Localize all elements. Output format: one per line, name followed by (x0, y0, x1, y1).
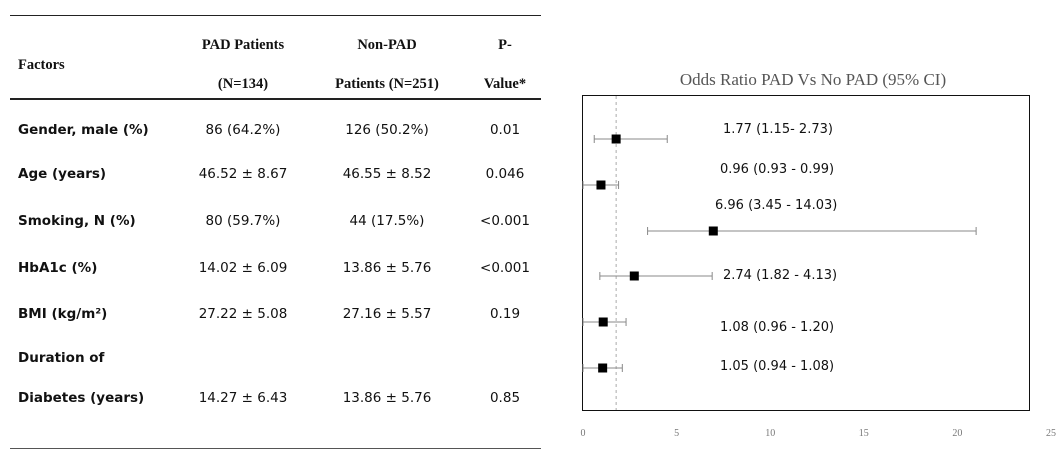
row-pad-bmi: 27.22 ± 5.08 (198, 306, 288, 322)
row-pad-smoking: 80 (59.7%) (205, 213, 281, 229)
row-p-duration: 0.85 (489, 390, 521, 406)
or-label: 0.96 (0.93 - 0.99) (720, 162, 835, 177)
row-p-age: 0.046 (485, 166, 525, 182)
row-pad-hba1c: 14.02 ± 6.09 (198, 260, 288, 276)
row-p-gender: 0.01 (489, 122, 521, 138)
header-p-line2: Value* (483, 76, 527, 92)
row-p-hba1c: <0.001 (480, 260, 530, 276)
row-nonpad-smoking: 44 (17.5%) (349, 213, 425, 229)
header-nonpad-line1: Non-PAD (357, 37, 417, 53)
x-tick-label: 20 (952, 428, 963, 439)
row-nonpad-gender: 126 (50.2%) (345, 122, 429, 138)
x-tick-label: 25 (1046, 428, 1056, 439)
row-factor-hba1c: HbA1c (%) (18, 260, 98, 276)
header-pad-line2: (N=134) (217, 76, 269, 92)
row-nonpad-hba1c: 13.86 ± 5.76 (342, 260, 432, 276)
row-pad-duration: 14.27 ± 6.43 (198, 390, 288, 406)
table-header-rule (10, 98, 541, 100)
row-factor-age: Age (years) (18, 166, 107, 182)
or-label: 1.08 (0.96 - 1.20) (720, 320, 835, 335)
row-nonpad-bmi: 27.16 ± 5.57 (342, 306, 432, 322)
row-p-smoking: <0.001 (480, 213, 530, 229)
row-factor-bmi: BMI (kg/m²) (18, 306, 108, 322)
plot-frame (582, 95, 1030, 411)
row-nonpad-age: 46.55 ± 8.52 (342, 166, 432, 182)
x-tick-label: 5 (674, 428, 680, 439)
or-label: 1.05 (0.94 - 1.08) (720, 359, 835, 374)
row-nonpad-duration: 13.86 ± 5.76 (342, 390, 432, 406)
table-top-rule (10, 15, 541, 16)
row-p-bmi: 0.19 (489, 306, 521, 322)
table-bottom-rule (10, 448, 541, 449)
row-factor-duration-line2: Diabetes (years) (18, 390, 145, 406)
x-tick-label: 0 (580, 428, 586, 439)
header-nonpad-line2: Patients (N=251) (335, 76, 439, 92)
header-pad-line1: PAD Patients (201, 37, 285, 53)
or-label: 1.77 (1.15- 2.73) (723, 122, 833, 137)
row-pad-age: 46.52 ± 8.67 (198, 166, 288, 182)
row-factor-duration-line1: Duration of (18, 350, 105, 366)
header-p-line1: P- (498, 37, 512, 53)
row-factor-smoking: Smoking, N (%) (18, 213, 136, 229)
chart-title: Odds Ratio PAD Vs No PAD (95% CI) (679, 70, 947, 89)
row-pad-gender: 86 (64.2%) (205, 122, 281, 138)
or-label: 6.96 (3.45 - 14.03) (715, 198, 838, 213)
x-tick-label: 10 (765, 428, 776, 439)
header-factors: Factors (18, 57, 65, 73)
x-tick-label: 15 (858, 428, 869, 439)
or-label: 2.74 (1.82 - 4.13) (723, 268, 838, 283)
row-factor-gender: Gender, male (%) (18, 122, 149, 138)
